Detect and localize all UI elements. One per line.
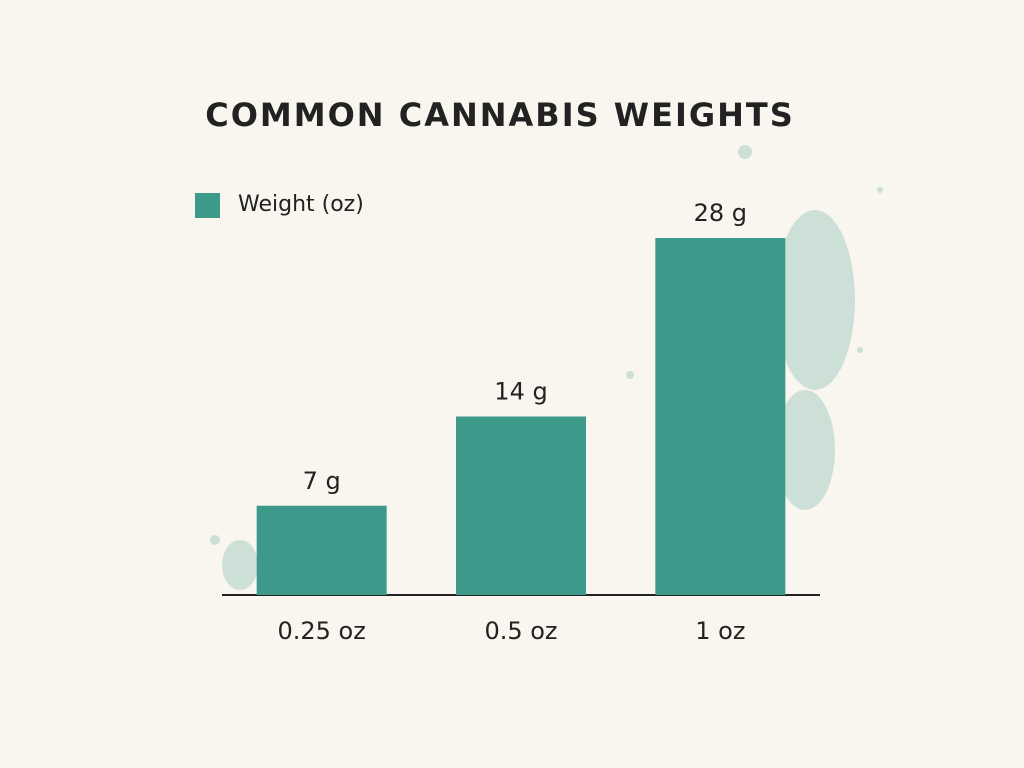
splash bbox=[857, 347, 863, 353]
chart-title: COMMON CANNABIS WEIGHTS bbox=[205, 96, 795, 134]
splash bbox=[626, 371, 634, 379]
decoration bbox=[210, 145, 883, 590]
splash bbox=[877, 187, 883, 193]
legend-label: Weight (oz) bbox=[238, 192, 364, 217]
value-label: 7 g bbox=[303, 467, 341, 495]
bar bbox=[655, 238, 786, 595]
splash bbox=[738, 145, 752, 159]
splash bbox=[775, 390, 835, 510]
value-label: 14 g bbox=[494, 378, 547, 406]
legend-swatch bbox=[195, 193, 220, 218]
value-label: 28 g bbox=[694, 199, 747, 227]
splash bbox=[210, 535, 220, 545]
x-tick-label: 1 oz bbox=[695, 617, 745, 645]
bar bbox=[456, 416, 586, 595]
splash bbox=[775, 210, 855, 390]
splash bbox=[222, 540, 258, 590]
x-tick-label: 0.25 oz bbox=[277, 617, 365, 645]
x-tick-label: 0.5 oz bbox=[484, 617, 557, 645]
bar bbox=[256, 505, 387, 595]
